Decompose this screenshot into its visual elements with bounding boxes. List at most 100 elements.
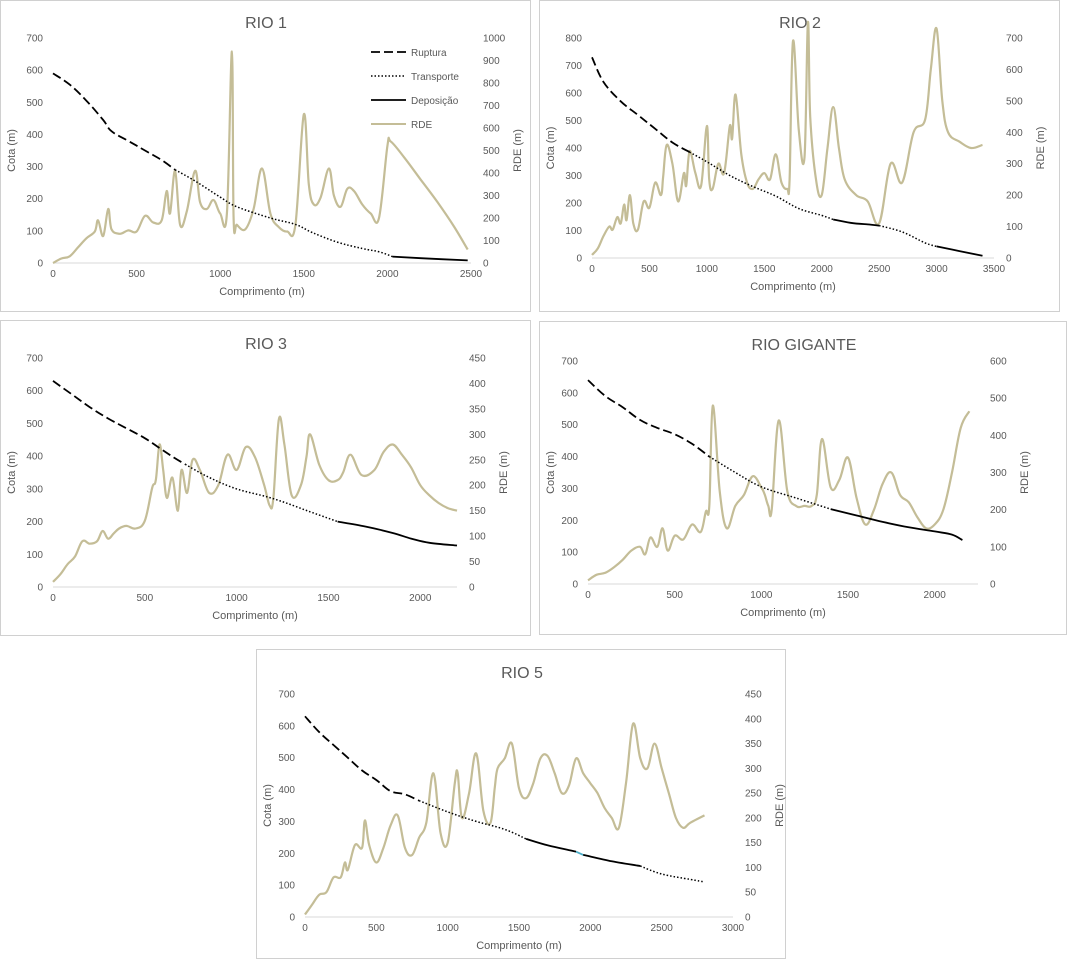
x-tick-label: 3000 — [722, 923, 745, 934]
y2-tick-label: 450 — [469, 354, 486, 365]
x-tick-label: 0 — [302, 923, 308, 934]
y2-tick-label: 500 — [990, 394, 1007, 405]
x-tick-label: 3000 — [925, 264, 948, 275]
y-tick-label: 400 — [565, 144, 582, 155]
y-tick-label: 100 — [26, 550, 43, 561]
y2-tick-label: 200 — [990, 505, 1007, 516]
series-deposicao-line — [830, 508, 963, 541]
series-ruptura-line — [304, 715, 420, 802]
y2-axis-label: RDE (m) — [1035, 127, 1047, 170]
series-deposicao-line — [525, 838, 577, 853]
y-tick-label: 300 — [26, 162, 43, 173]
chart-panel-rio-5: RIO 5 0 500 1000 1500 2000 2500 3000 0 100 200 300… — [256, 649, 786, 959]
series-transporte-line — [184, 463, 338, 523]
y2-tick-label: 300 — [483, 191, 500, 202]
y-axis-label: Cota (m) — [6, 451, 18, 494]
x-tick-label: 1000 — [437, 923, 460, 934]
y-tick-label: 100 — [561, 548, 578, 559]
y-tick-label: 400 — [561, 452, 578, 463]
y-tick-label: 100 — [26, 226, 43, 237]
series-rde-line — [587, 404, 971, 582]
x-axis-label: Comprimento (m) — [750, 281, 836, 293]
y-tick-label: 700 — [561, 357, 578, 368]
y-tick-label: 800 — [565, 34, 582, 45]
y-tick-label: 0 — [37, 259, 43, 270]
x-tick-label: 2500 — [651, 923, 674, 934]
y2-tick-label: 0 — [1006, 254, 1012, 265]
y2-tick-label: 450 — [745, 690, 762, 701]
y2-tick-label: 500 — [1006, 96, 1023, 107]
chart-panel-rio-3: RIO 3 0 500 1000 1500 2000 0 100 200 300 400 500 60… — [0, 320, 531, 636]
y2-tick-label: 50 — [745, 888, 757, 899]
y2-tick-label: 200 — [1006, 191, 1023, 202]
y-tick-label: 500 — [565, 116, 582, 127]
y-tick-label: 500 — [278, 753, 295, 764]
y-tick-label: 600 — [26, 66, 43, 77]
y2-tick-label: 250 — [745, 789, 762, 800]
plot-group: 0 500 1000 1500 2000 2500 3000 3500010020030040… — [545, 21, 1047, 293]
series-transporte-line — [174, 169, 393, 258]
y-tick-label: 500 — [26, 98, 43, 109]
plot-group: 0 500 1000 1500 2000 2500 30000100200300400500… — [262, 690, 786, 953]
chart-panel-rio-gigante: RIO GIGANTE 0 500 1000 1500 2000 0 100 200 300 40… — [539, 321, 1067, 635]
series-deposicao-line — [583, 854, 641, 867]
y2-axis-label: RDE (m) — [1019, 451, 1031, 494]
y2-tick-label: 400 — [469, 379, 486, 390]
y2-tick-label: 400 — [483, 169, 500, 180]
y-tick-label: 400 — [278, 785, 295, 796]
y2-tick-label: 600 — [1006, 65, 1023, 76]
chart-title: RIO 1 — [245, 15, 287, 32]
y2-tick-label: 800 — [483, 79, 500, 90]
series-rde-line — [52, 415, 458, 583]
series-transporte-line — [708, 455, 831, 510]
x-tick-label: 500 — [666, 590, 683, 601]
y-tick-label: 300 — [561, 484, 578, 495]
y2-tick-label: 400 — [1006, 128, 1023, 139]
x-tick-label: 0 — [589, 264, 595, 275]
y2-tick-label: 100 — [990, 542, 1007, 553]
y2-tick-label: 350 — [745, 739, 762, 750]
x-tick-label: 3500 — [983, 264, 1006, 275]
y2-axis-label: RDE (m) — [774, 784, 786, 827]
y2-tick-label: 100 — [745, 863, 762, 874]
series-transporte-line — [418, 800, 527, 840]
y2-tick-label: 400 — [745, 714, 762, 725]
chart-svg-rio-3: RIO 3 0 500 1000 1500 2000010020030040050060… — [6, 336, 510, 623]
x-tick-label: 500 — [136, 593, 153, 604]
y-tick-label: 700 — [26, 354, 43, 365]
x-tick-label: 1000 — [750, 590, 773, 601]
y2-tick-label: 600 — [990, 357, 1007, 368]
x-tick-label: 1500 — [508, 923, 531, 934]
y-axis-label: Cota (m) — [6, 129, 18, 172]
x-tick-label: 500 — [641, 264, 658, 275]
y-axis-label: Cota (m) — [262, 784, 274, 827]
y2-tick-label: 250 — [469, 455, 486, 466]
x-tick-label: 2500 — [868, 264, 891, 275]
y-tick-label: 700 — [278, 690, 295, 701]
y-tick-label: 200 — [278, 849, 295, 860]
y-tick-label: 400 — [26, 452, 43, 463]
chart-svg-rio-2: RIO 2 0 500 1000 1500 2000 2500 3000 3500010020… — [545, 15, 1047, 293]
x-axis-label: Comprimento (m) — [740, 607, 826, 619]
y2-axis-label: RDE (m) — [512, 129, 524, 172]
y2-axis-label: RDE (m) — [498, 451, 510, 494]
legend-label-ruptura: Ruptura — [411, 48, 447, 59]
chart-title: RIO GIGANTE — [752, 337, 857, 354]
chart-title: RIO 3 — [245, 336, 287, 353]
series-rde-line — [52, 50, 469, 264]
y-tick-label: 200 — [26, 194, 43, 205]
y2-tick-label: 0 — [469, 583, 475, 594]
y-tick-label: 600 — [278, 721, 295, 732]
x-tick-label: 0 — [50, 593, 56, 604]
x-tick-label: 2000 — [924, 590, 947, 601]
y2-tick-label: 150 — [745, 838, 762, 849]
plot-group: 0 500 1000 1500 2000 0 100 200 300 400 500 600 700 0 5… — [6, 354, 510, 623]
x-tick-label: 1000 — [696, 264, 719, 275]
y-tick-label: 600 — [565, 89, 582, 100]
series-deposicao-line — [337, 520, 458, 547]
x-tick-label: 2000 — [409, 593, 432, 604]
x-tick-label: 2000 — [579, 923, 602, 934]
y2-tick-label: 200 — [483, 214, 500, 225]
y-tick-label: 500 — [26, 419, 43, 430]
y-tick-label: 700 — [565, 61, 582, 72]
